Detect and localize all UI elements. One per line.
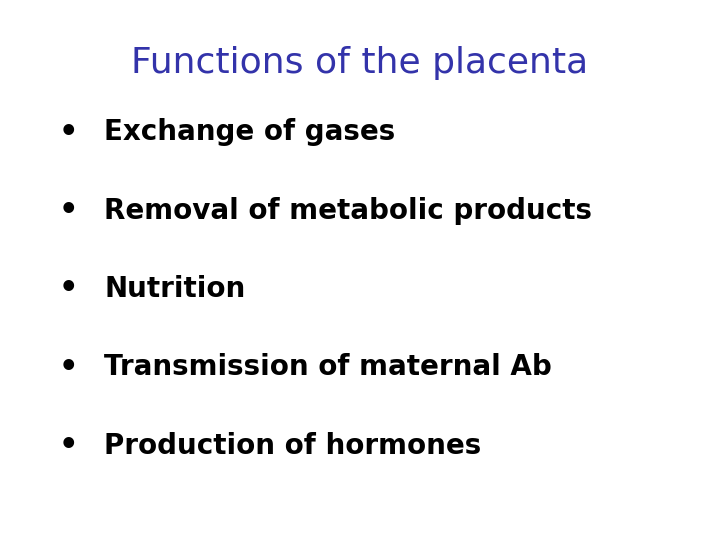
Text: •: • — [58, 196, 78, 225]
Text: •: • — [58, 353, 78, 382]
Text: Nutrition: Nutrition — [104, 275, 246, 303]
Text: •: • — [58, 118, 78, 147]
Text: Functions of the placenta: Functions of the placenta — [132, 46, 588, 80]
Text: Production of hormones: Production of hormones — [104, 431, 482, 460]
Text: •: • — [58, 431, 78, 460]
Text: Exchange of gases: Exchange of gases — [104, 118, 396, 146]
Text: Transmission of maternal Ab: Transmission of maternal Ab — [104, 353, 552, 381]
Text: Removal of metabolic products: Removal of metabolic products — [104, 197, 593, 225]
Text: •: • — [58, 274, 78, 303]
